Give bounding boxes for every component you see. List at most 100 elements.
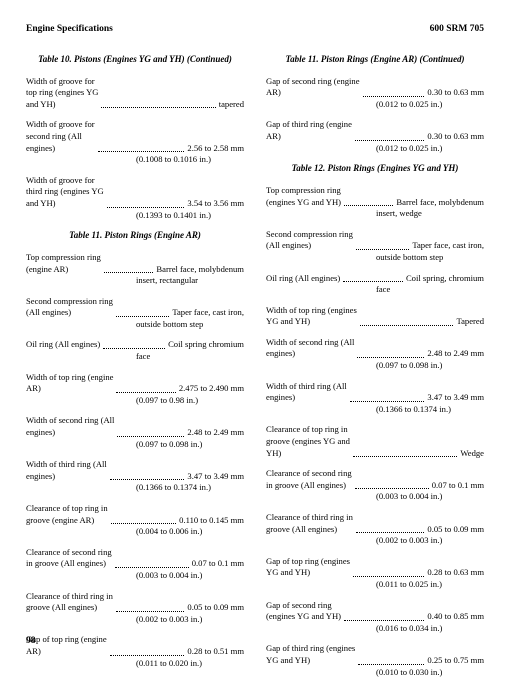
- spec-entry-row: Clearance of third ring in groove (All e…: [26, 591, 244, 614]
- spec-entry: Gap of second ring (engines YG and YH)0.…: [266, 600, 484, 635]
- spec-value: Coil spring, chromium: [406, 273, 484, 285]
- spec-label: Second compression ring (All engines): [266, 229, 353, 252]
- spec-value: 2.475 to 2.490 mm: [179, 383, 244, 395]
- spec-value: Tapered: [456, 316, 484, 328]
- columns: Table 10. Pistons (Engines YG and YH) (C…: [26, 48, 484, 687]
- spec-value: 0.05 to 0.09 mm: [187, 602, 244, 614]
- left-column: Table 10. Pistons (Engines YG and YH) (C…: [26, 48, 244, 687]
- spec-value: Taper face, cast iron,: [172, 307, 244, 319]
- leader-dots: [356, 532, 425, 533]
- entry-list: Width of groove for top ring (engines YG…: [26, 76, 244, 222]
- leader-dots: [353, 576, 424, 577]
- spec-label: Width of second ring (All engines): [26, 415, 114, 438]
- leader-dots: [363, 96, 425, 97]
- spec-entry-row: Width of third ring (All engines)3.47 to…: [26, 459, 244, 482]
- header-right: 600 SRM 705: [430, 24, 484, 34]
- spec-value: 2.48 to 2.49 mm: [187, 427, 244, 439]
- spec-value-secondary: (0.1366 to 0.1374 in.): [136, 482, 244, 494]
- spec-entry-row: Gap of top ring (engine AR)0.28 to 0.51 …: [26, 634, 244, 657]
- spec-entry: Width of top ring (engines YG and YH) Tap…: [266, 305, 484, 328]
- spec-value: 0.30 to 0.63 mm: [427, 87, 484, 99]
- spec-value: Barrel face, molybdenum: [396, 197, 484, 209]
- spec-entry-row: Clearance of top ring in groove (engine …: [26, 503, 244, 526]
- spec-value: Coil spring chromium: [168, 339, 244, 351]
- spec-entry: Width of third ring (All engines)3.47 to…: [26, 459, 244, 494]
- spec-label: Clearance of top ring in groove (engines…: [266, 424, 350, 459]
- spec-entry-row: Width of top ring (engine AR)2.475 to 2.…: [26, 372, 244, 395]
- spec-value-secondary: (0.002 to 0.003 in.): [376, 535, 484, 547]
- spec-entry: Clearance of top ring in groove (engine …: [26, 503, 244, 538]
- spec-label: Width of third ring (All engines): [26, 459, 107, 482]
- spec-value-secondary: (0.003 to 0.004 in.): [376, 491, 484, 503]
- spec-entry: Gap of second ring (engine AR)0.30 to 0.…: [266, 76, 484, 111]
- spec-entry-row: Gap of second ring (engines YG and YH)0.…: [266, 600, 484, 623]
- spec-entry: Gap of top ring (engines YG and YH)0.28 …: [266, 556, 484, 591]
- spec-value: Taper face, cast iron,: [412, 240, 484, 252]
- leader-dots: [355, 488, 429, 489]
- spec-value-secondary: (0.097 to 0.98 in.): [136, 395, 244, 407]
- spec-entry-row: Clearance of second ring in groove (All …: [266, 468, 484, 491]
- spec-value: Wedge: [460, 448, 484, 460]
- spec-value: Barrel face, molybdenum: [156, 264, 244, 276]
- spec-entry-row: Width of second ring (All engines)2.48 t…: [266, 337, 484, 360]
- spec-value-secondary: outside bottom step: [376, 252, 484, 264]
- spec-entry: Top compression ring (engine AR)Barrel f…: [26, 252, 244, 287]
- leader-dots: [360, 325, 454, 326]
- spec-entry-row: Oil ring (All engines) Coil spring, chrom…: [266, 273, 484, 285]
- spec-value: 0.30 to 0.63 mm: [427, 131, 484, 143]
- spec-label: Width of top ring (engines YG and YH): [266, 305, 357, 328]
- spec-label: Gap of third ring (engine AR): [266, 119, 352, 142]
- running-head: Engine Specifications 600 SRM 705: [26, 24, 484, 34]
- entry-list: Top compression ring (engine AR)Barrel f…: [26, 252, 244, 669]
- spec-value-secondary: (0.012 to 0.025 in.): [376, 143, 484, 155]
- spec-value-secondary: face: [136, 351, 244, 363]
- spec-label: Oil ring (All engines): [266, 273, 340, 285]
- spec-entry: Width of groove for second ring (All eng…: [26, 119, 244, 165]
- spec-entry-row: Second compression ring (All engines)Tap…: [26, 296, 244, 319]
- leader-dots: [104, 272, 154, 273]
- spec-entry-row: Width of groove for third ring (engines …: [26, 175, 244, 210]
- spec-value: 0.28 to 0.63 mm: [427, 567, 484, 579]
- leader-dots: [358, 664, 424, 665]
- spec-value: 0.25 to 0.75 mm: [427, 655, 484, 667]
- spec-entry: Clearance of second ring in groove (All …: [266, 468, 484, 503]
- spec-entry-row: Width of second ring (All engines) 2.48 t…: [26, 415, 244, 438]
- spec-label: Width of second ring (All engines): [266, 337, 354, 360]
- spec-value: 0.05 to 0.09 mm: [427, 524, 484, 536]
- leader-dots: [117, 436, 184, 437]
- spec-value: 3.47 to 3.49 mm: [427, 392, 484, 404]
- spec-entry: Gap of third ring (engines YG and YH) 0.2…: [266, 643, 484, 678]
- spec-entry: Width of groove for top ring (engines YG…: [26, 76, 244, 111]
- spec-value-secondary: outside bottom step: [136, 319, 244, 331]
- spec-entry: Width of second ring (All engines) 2.48 t…: [26, 415, 244, 450]
- spec-label: Clearance of second ring in groove (All …: [26, 547, 112, 570]
- spec-entry-row: Clearance of top ring in groove (engines…: [266, 424, 484, 459]
- table-title: Table 10. Pistons (Engines YG and YH) (C…: [26, 54, 244, 66]
- leader-dots: [98, 151, 185, 152]
- spec-entry: Width of third ring (All engines) 3.47 to…: [266, 381, 484, 416]
- spec-value-secondary: (0.1366 to 0.1374 in.): [376, 404, 484, 416]
- spec-entry: Clearance of third ring in groove (All e…: [266, 512, 484, 547]
- spec-entry: Gap of third ring (engine AR) 0.30 to 0.6…: [266, 119, 484, 154]
- spec-entry-row: Gap of second ring (engine AR)0.30 to 0.…: [266, 76, 484, 99]
- spec-value-secondary: (0.016 to 0.034 in.): [376, 623, 484, 635]
- spec-label: Gap of top ring (engine AR): [26, 634, 107, 657]
- spec-label: Gap of third ring (engines YG and YH): [266, 643, 355, 666]
- spec-entry-row: Width of third ring (All engines) 3.47 to…: [266, 381, 484, 404]
- spec-entry-row: Width of groove for second ring (All eng…: [26, 119, 244, 154]
- spec-value: 0.40 to 0.85 mm: [427, 611, 484, 623]
- spec-entry: Oil ring (All engines) Coil spring, chrom…: [266, 273, 484, 296]
- spec-label: Clearance of top ring in groove (engine …: [26, 503, 108, 526]
- entry-list: Top compression ring (engines YG and YH)…: [266, 185, 484, 678]
- spec-entry: Width of top ring (engine AR)2.475 to 2.…: [26, 372, 244, 407]
- spec-entry: Gap of top ring (engine AR)0.28 to 0.51 …: [26, 634, 244, 669]
- spec-entry: Top compression ring (engines YG and YH)…: [266, 185, 484, 220]
- spec-entry: Oil ring (All engines)Coil spring chromi…: [26, 339, 244, 362]
- leader-dots: [353, 456, 457, 457]
- spec-value-secondary: (0.097 to 0.098 in.): [376, 360, 484, 372]
- leader-dots: [115, 567, 189, 568]
- leader-dots: [357, 357, 424, 358]
- spec-value: 3.54 to 3.56 mm: [187, 198, 244, 210]
- spec-label: Width of third ring (All engines): [266, 381, 347, 404]
- spec-entry-row: Clearance of third ring in groove (All e…: [266, 512, 484, 535]
